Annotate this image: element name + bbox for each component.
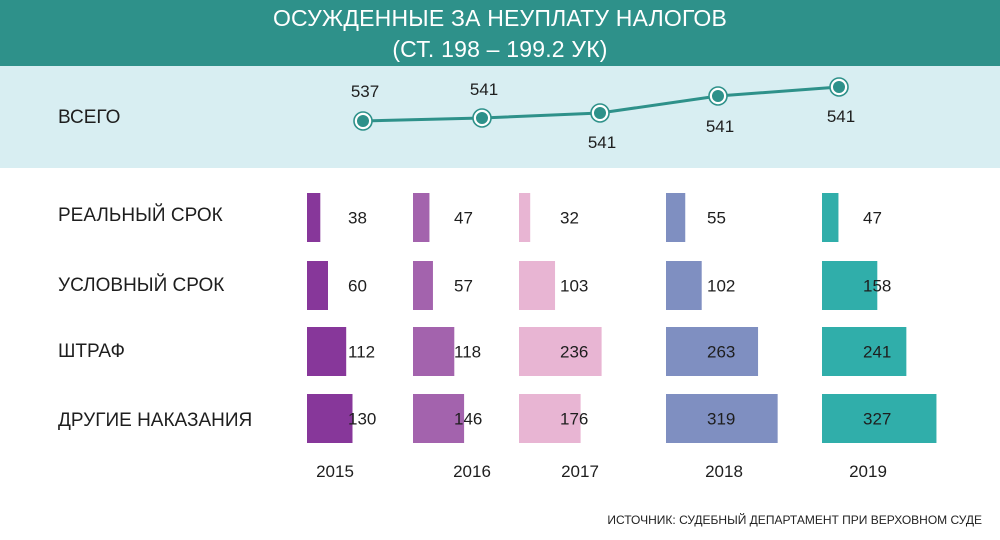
total-value-2019: 541 [827,107,855,126]
total-value-2016: 541 [470,80,498,99]
bar-2016-2 [413,261,433,310]
row-label-suspended-term: УСЛОВНЫЙ СРОК [58,275,225,296]
bar-value-2016-1: 47 [454,209,473,228]
year-label-2018: 2018 [705,462,743,481]
bar-2016-3 [413,327,455,376]
bar-2018-1 [666,193,686,242]
total-point-2016 [476,112,488,124]
year-label-2016: 2016 [453,462,491,481]
bar-2018-4 [666,394,778,443]
total-value-2017: 541 [588,133,616,152]
bar-2015-3 [307,327,347,376]
total-point-2015 [357,115,369,127]
bar-value-2016-2: 57 [454,277,473,296]
bar-2017-4 [519,394,581,443]
source-note: ИСТОЧНИК: СУДЕБНЫЙ ДЕПАРТАМЕНТ ПРИ ВЕРХО… [607,513,982,527]
bar-2015-1 [307,193,321,242]
bar-2015-2 [307,261,328,310]
chart-title: ОСУЖДЕННЫЕ ЗА НЕУПЛАТУ НАЛОГОВ [272,5,728,31]
row-label-total: ВСЕГО [58,107,121,128]
bar-2018-2 [666,261,702,310]
bar-2015-4 [307,394,353,443]
bar-2018-3 [666,327,759,376]
bar-value-2017-2: 103 [560,277,588,296]
chart-header: ОСУЖДЕННЫЕ ЗА НЕУПЛАТУ НАЛОГОВ (СТ. 198 … [0,0,1000,66]
total-point-2019 [833,81,845,93]
total-point-2018 [712,90,724,102]
bar-value-2015-2: 60 [348,277,367,296]
bar-value-2019-1: 47 [863,209,882,228]
bar-value-2015-4: 130 [348,410,376,429]
bar-2019-2 [822,261,878,310]
bar-value-2015-3: 112 [348,343,375,362]
total-value-2018: 541 [706,117,734,136]
bar-value-2016-3: 118 [454,343,481,362]
total-value-2015: 537 [351,82,379,101]
year-label-2015: 2015 [316,462,354,481]
row-label-other-punishments: ДРУГИЕ НАКАЗАНИЯ [58,410,253,431]
bar-value-2017-4: 176 [560,410,588,429]
bar-2017-2 [519,261,556,310]
year-label-2019: 2019 [849,462,887,481]
bar-2017-3 [519,327,602,376]
bar-2019-1 [822,193,839,242]
total-point-2017 [594,107,606,119]
bar-value-2015-1: 38 [348,209,367,228]
bar-value-2018-1: 55 [707,209,726,228]
bar-value-2018-4: 319 [707,410,735,429]
bar-value-2017-3: 236 [560,343,588,362]
bar-2019-4 [822,394,937,443]
bar-value-2018-2: 102 [707,277,735,296]
bar-2016-1 [413,193,430,242]
bar-value-2019-2: 158 [863,277,891,296]
bar-value-2019-3: 241 [863,343,891,362]
bar-value-2019-4: 327 [863,410,891,429]
row-label-real-term: РЕАЛЬНЫЙ СРОК [58,205,223,226]
bar-value-2018-3: 263 [707,343,735,362]
chart-subtitle: (СТ. 198 – 199.2 УК) [392,36,608,62]
bar-2016-4 [413,394,465,443]
bar-value-2017-1: 32 [560,209,579,228]
bar-2017-1 [519,193,531,242]
row-label-fine: ШТРАФ [58,341,125,362]
year-label-2017: 2017 [561,462,599,481]
bar-2019-3 [822,327,907,376]
bar-value-2016-4: 146 [454,410,482,429]
